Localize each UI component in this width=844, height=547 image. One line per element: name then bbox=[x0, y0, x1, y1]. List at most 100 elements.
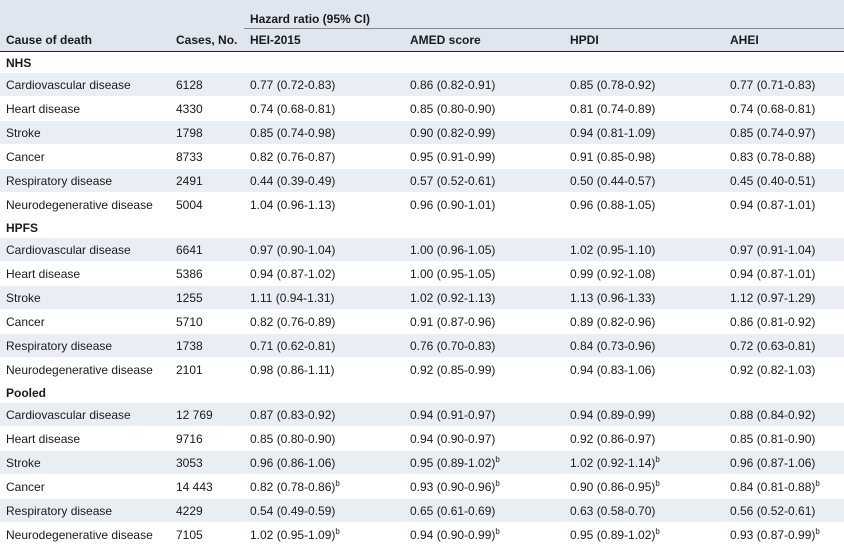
cases-cell: 1738 bbox=[170, 333, 244, 358]
table-row: Cancer 5710 0.82 (0.76-0.89) 0.91 (0.87-0.9… bbox=[0, 309, 844, 334]
cases-cell: 5004 bbox=[170, 192, 244, 217]
hei-2015-cell: 0.82 (0.76-0.87) bbox=[244, 144, 404, 169]
amed-score-cell: 0.94 (0.90-0.99)b bbox=[404, 522, 564, 547]
hazard-ratio-value: 0.74 (0.68-0.81) bbox=[250, 101, 336, 116]
cases-cell: 6641 bbox=[170, 238, 244, 262]
col-cases: Cases, No. bbox=[170, 28, 244, 52]
group-label: HPFS bbox=[0, 216, 844, 238]
footnote-marker: b bbox=[815, 478, 820, 488]
hpdi-cell: 0.94 (0.89-0.99) bbox=[564, 403, 724, 427]
table-body: NHS Cardiovascular disease 6128 0.77 (0.72-… bbox=[0, 52, 844, 547]
ahei-cell: 0.85 (0.81-0.90) bbox=[724, 426, 844, 451]
amed-score-cell: 0.85 (0.80-0.90) bbox=[404, 96, 564, 121]
hazard-ratio-value: 0.90 (0.82-0.99) bbox=[410, 125, 496, 140]
footnote-marker: b bbox=[655, 478, 660, 488]
table-row: Cancer 8733 0.82 (0.76-0.87) 0.95 (0.91-0.9… bbox=[0, 144, 844, 169]
amed-score-cell: 0.95 (0.91-0.99) bbox=[404, 144, 564, 169]
hazard-ratio-value: 0.63 (0.58-0.70) bbox=[570, 503, 656, 518]
hazard-ratio-value: 1.11 (0.94-1.31) bbox=[250, 290, 335, 305]
hei-2015-cell: 1.11 (0.94-1.31) bbox=[244, 285, 404, 310]
hazard-ratio-value: 0.44 (0.39-0.49) bbox=[250, 173, 336, 188]
hazard-ratio-value: 0.45 (0.40-0.51) bbox=[730, 173, 816, 188]
hazard-ratio-value: 0.92 (0.82-1.03) bbox=[730, 362, 816, 377]
hei-2015-cell: 0.96 (0.86-1.06) bbox=[244, 450, 404, 475]
table-row: Heart disease 5386 0.94 (0.87-1.02) 1.00 (0… bbox=[0, 261, 844, 286]
cases-cell: 8733 bbox=[170, 144, 244, 169]
hazard-ratio-value: 0.77 (0.71-0.83) bbox=[730, 77, 816, 92]
hazard-ratio-value: 0.97 (0.90-1.04) bbox=[250, 242, 336, 257]
hpdi-cell: 0.99 (0.92-1.08) bbox=[564, 261, 724, 286]
table-row: Neurodegenerative disease 7105 1.02 (0.95-… bbox=[0, 522, 844, 547]
col-hei-2015: HEI-2015 bbox=[244, 28, 404, 52]
hazard-ratio-value: 0.87 (0.83-0.92) bbox=[250, 407, 336, 422]
ahei-cell: 1.12 (0.97-1.29) bbox=[724, 285, 844, 310]
cause-cell: Cardiovascular disease bbox=[0, 238, 170, 262]
cases-cell: 4229 bbox=[170, 498, 244, 523]
table-row: Heart disease 9716 0.85 (0.80-0.90) 0.94 (0… bbox=[0, 426, 844, 451]
amed-score-cell: 0.90 (0.82-0.99) bbox=[404, 120, 564, 145]
hazard-ratio-value: 0.86 (0.82-0.91) bbox=[410, 77, 496, 92]
hazard-ratio-value: 0.99 (0.92-1.08) bbox=[570, 266, 656, 281]
amed-score-cell: 0.57 (0.52-0.61) bbox=[404, 168, 564, 193]
hei-2015-cell: 0.44 (0.39-0.49) bbox=[244, 168, 404, 193]
hazard-ratio-value: 0.94 (0.90-0.97) bbox=[410, 431, 496, 446]
hazard-ratio-value: 1.04 (0.96-1.13) bbox=[250, 197, 336, 212]
hazard-ratio-value: 0.76 (0.70-0.83) bbox=[410, 338, 496, 353]
hpdi-cell: 0.50 (0.44-0.57) bbox=[564, 168, 724, 193]
amed-score-cell: 0.93 (0.90-0.96)b bbox=[404, 474, 564, 499]
hazard-ratio-value: 0.82 (0.76-0.87) bbox=[250, 149, 336, 164]
hazard-ratio-value: 0.95 (0.89-1.02) bbox=[410, 455, 496, 470]
hazard-ratio-value: 0.74 (0.68-0.81) bbox=[730, 101, 816, 116]
ahei-cell: 0.72 (0.63-0.81) bbox=[724, 333, 844, 358]
cases-cell: 7105 bbox=[170, 522, 244, 547]
hazard-ratio-value: 0.98 (0.86-1.11) bbox=[250, 362, 335, 377]
hei-2015-cell: 0.77 (0.72-0.83) bbox=[244, 73, 404, 97]
group-header-row: NHS bbox=[0, 52, 844, 74]
ahei-cell: 0.86 (0.81-0.92) bbox=[724, 309, 844, 334]
hazard-ratio-value: 0.57 (0.52-0.61) bbox=[410, 173, 496, 188]
hpdi-cell: 0.96 (0.88-1.05) bbox=[564, 192, 724, 217]
table-row: Stroke 1255 1.11 (0.94-1.31) 1.02 (0.92-1.1… bbox=[0, 285, 844, 310]
cause-cell: Heart disease bbox=[0, 426, 170, 451]
hazard-ratio-header: Hazard ratio (95% CI) bbox=[244, 0, 844, 29]
hazard-ratio-value: 0.89 (0.82-0.96) bbox=[570, 314, 656, 329]
amed-score-cell: 0.65 (0.61-0.69) bbox=[404, 498, 564, 523]
cases-cell: 14 443 bbox=[170, 474, 244, 499]
hazard-ratio-value: 0.94 (0.87-1.02) bbox=[250, 266, 336, 281]
amed-score-cell: 0.92 (0.85-0.99) bbox=[404, 357, 564, 382]
footnote-marker: b bbox=[655, 526, 660, 536]
hpdi-cell: 0.63 (0.58-0.70) bbox=[564, 498, 724, 523]
group-label: NHS bbox=[6, 55, 32, 70]
footnote-marker: b bbox=[655, 454, 660, 464]
hei-2015-cell: 0.85 (0.80-0.90) bbox=[244, 426, 404, 451]
hazard-ratio-value: 0.77 (0.72-0.83) bbox=[250, 77, 336, 92]
amed-score-cell: 0.76 (0.70-0.83) bbox=[404, 333, 564, 358]
ahei-cell: 0.94 (0.87-1.01) bbox=[724, 261, 844, 286]
hazard-ratio-value: 0.95 (0.89-1.02) bbox=[570, 527, 656, 542]
hpdi-cell: 0.84 (0.73-0.96) bbox=[564, 333, 724, 358]
hazard-ratio-value: 0.90 (0.86-0.95) bbox=[570, 479, 656, 494]
cause-cell: Respiratory disease bbox=[0, 168, 170, 193]
hazard-ratio-value: 0.96 (0.90-1.01) bbox=[410, 197, 496, 212]
hazard-ratio-value: 1.12 (0.97-1.29) bbox=[730, 290, 816, 305]
footnote-marker: b bbox=[335, 526, 340, 536]
table-row: Respiratory disease 2491 0.44 (0.39-0.49) 0… bbox=[0, 168, 844, 193]
hazard-ratio-value: 0.96 (0.88-1.05) bbox=[570, 197, 656, 212]
hazard-ratio-value: 0.86 (0.81-0.92) bbox=[730, 314, 816, 329]
hazard-ratio-value: 0.97 (0.91-1.04) bbox=[730, 242, 816, 257]
ahei-cell: 0.45 (0.40-0.51) bbox=[724, 168, 844, 193]
hazard-ratio-value: 0.85 (0.74-0.98) bbox=[250, 125, 336, 140]
hazard-ratio-value: 1.02 (0.92-1.13) bbox=[410, 290, 496, 305]
hei-2015-cell: 0.94 (0.87-1.02) bbox=[244, 261, 404, 286]
cause-cell: Cardiovascular disease bbox=[0, 73, 170, 97]
hazard-ratio-value: 0.93 (0.87-0.99) bbox=[730, 527, 816, 542]
cause-cell: Stroke bbox=[0, 285, 170, 310]
hpdi-cell: 1.02 (0.92-1.14)b bbox=[564, 450, 724, 475]
hei-2015-cell: 0.87 (0.83-0.92) bbox=[244, 403, 404, 427]
hazard-ratio-value: 0.50 (0.44-0.57) bbox=[570, 173, 656, 188]
footnote-marker: b bbox=[495, 454, 500, 464]
col-cause-of-death: Cause of death bbox=[0, 28, 170, 52]
cases-cell: 9716 bbox=[170, 426, 244, 451]
hpdi-cell: 0.94 (0.81-1.09) bbox=[564, 120, 724, 145]
hei-2015-cell: 0.74 (0.68-0.81) bbox=[244, 96, 404, 121]
